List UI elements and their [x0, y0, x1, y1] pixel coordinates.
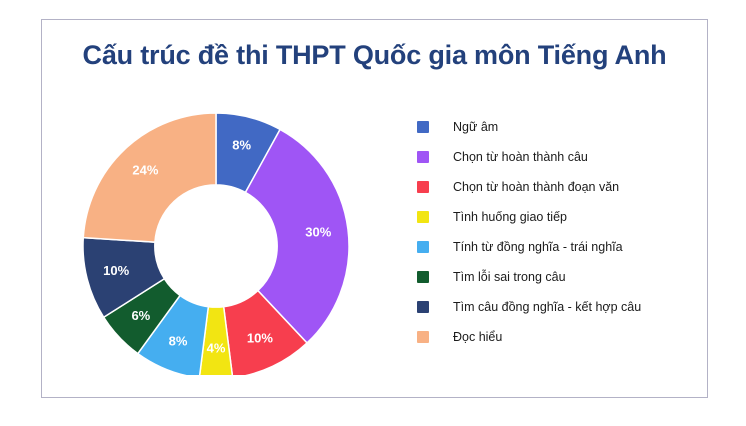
legend-item[interactable]: Đọc hiểu: [417, 322, 697, 352]
legend-item-label: Đọc hiểu: [453, 329, 503, 344]
donut-slice-label: 10%: [103, 263, 129, 278]
donut-slice[interactable]: [244, 128, 350, 345]
page-title: Cấu trúc đề thi THPT Quốc gia môn Tiếng …: [82, 40, 667, 70]
donut-slice-label: 10%: [247, 331, 273, 346]
donut-chart: 8% 30% 10% 4% 8% 6% 10% 24%: [42, 75, 372, 375]
legend-item[interactable]: Chọn từ hoàn thành đoạn văn: [417, 172, 697, 202]
legend-swatch-icon: [417, 241, 429, 253]
donut-slice-label: 30%: [305, 225, 331, 240]
legend-item[interactable]: Tình huống giao tiếp: [417, 202, 697, 232]
donut-slice-label: 8%: [232, 138, 251, 153]
legend-swatch-icon: [417, 271, 429, 283]
legend-item-label: Tìm lỗi sai trong câu: [453, 269, 566, 284]
legend-item[interactable]: Ngữ âm: [417, 112, 697, 142]
chart-card: Cấu trúc đề thi THPT Quốc gia môn Tiếng …: [41, 19, 708, 398]
legend-swatch-icon: [417, 211, 429, 223]
donut-slice-label: 8%: [169, 333, 188, 348]
donut-slice[interactable]: [82, 112, 217, 243]
legend-item-label: Chọn từ hoàn thành đoạn văn: [453, 179, 620, 194]
legend-item-label: Ngữ âm: [453, 119, 499, 134]
legend-item[interactable]: Chọn từ hoàn thành câu: [417, 142, 697, 172]
donut-slice-label: 24%: [132, 162, 158, 177]
legend-swatch-icon: [417, 121, 429, 133]
legend-item-label: Tính từ đồng nghĩa - trái nghĩa: [453, 239, 623, 254]
legend-item[interactable]: Tìm lỗi sai trong câu: [417, 262, 697, 292]
legend-item[interactable]: Tính từ đồng nghĩa - trái nghĩa: [417, 232, 697, 262]
legend-swatch-icon: [417, 181, 429, 193]
donut-slices: [82, 112, 350, 375]
legend-swatch-icon: [417, 331, 429, 343]
legend-item-label: Tìm câu đồng nghĩa - kết hợp câu: [453, 299, 642, 314]
legend-swatch-icon: [417, 301, 429, 313]
donut-chart-svg: 8% 30% 10% 4% 8% 6% 10% 24%: [82, 112, 350, 375]
legend-swatch-icon: [417, 151, 429, 163]
legend-item-label: Tình huống giao tiếp: [453, 209, 567, 224]
donut-slice-label: 4%: [207, 341, 226, 356]
legend-item-label: Chọn từ hoàn thành câu: [453, 149, 588, 164]
legend-item[interactable]: Tìm câu đồng nghĩa - kết hợp câu: [417, 292, 697, 322]
donut-slice[interactable]: [222, 289, 309, 375]
chart-legend: Ngữ âm Chọn từ hoàn thành câu Chọn từ hoàn…: [417, 112, 697, 352]
donut-slice-labels: 8% 30% 10% 4% 8% 6% 10% 24%: [103, 138, 332, 356]
donut-slice-label: 6%: [131, 308, 150, 323]
